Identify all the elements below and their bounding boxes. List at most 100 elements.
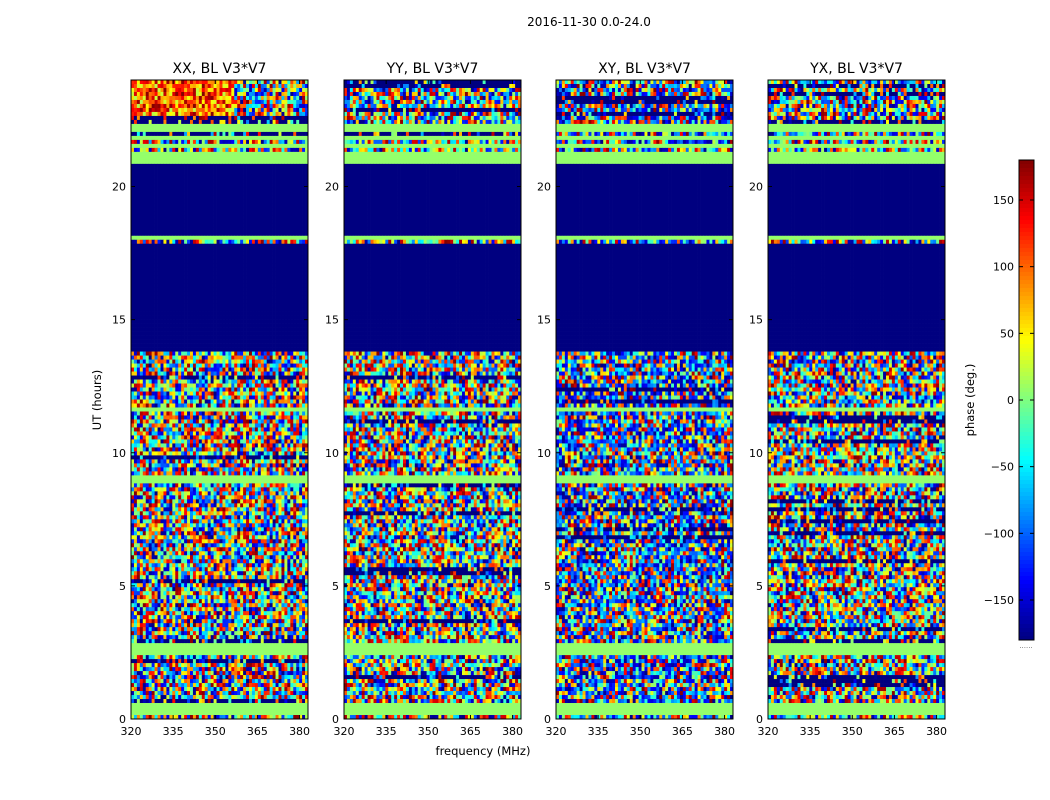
heatmap-cell (163, 92, 166, 96)
heatmap-cell (214, 84, 217, 88)
heatmap-cell (246, 80, 249, 84)
heatmap-cell (217, 100, 220, 104)
heatmap-cell (261, 84, 264, 88)
heatmap-cell (205, 132, 208, 136)
heatmap-cell (267, 112, 270, 116)
heatmap-cell (240, 108, 243, 112)
heatmap-cell (169, 104, 172, 108)
heatmap-cell (158, 104, 161, 108)
heatmap-cell (175, 112, 178, 116)
heatmap-cell (199, 112, 202, 116)
heatmap-cell (187, 144, 190, 148)
heatmap-cell (205, 88, 208, 92)
heatmap-cell (281, 132, 284, 136)
heatmap-cell (243, 136, 246, 140)
heatmap-cell (249, 136, 252, 140)
heatmap-cell (237, 128, 240, 132)
heatmap-cell (155, 84, 158, 88)
heatmap-cell (196, 104, 199, 108)
heatmap-cell (290, 124, 293, 128)
heatmap-cell (178, 120, 181, 124)
heatmap-cell (161, 108, 164, 112)
heatmap-cell (137, 124, 140, 128)
heatmap-cell (302, 116, 305, 120)
heatmap-cell (279, 108, 282, 112)
heatmap-cell (279, 124, 282, 128)
heatmap-cell (211, 88, 214, 92)
heatmap-cell (161, 92, 164, 96)
heatmap-cell (279, 148, 282, 152)
heatmap-cell (237, 92, 240, 96)
heatmap-cell (264, 88, 267, 92)
heatmap-cell (276, 124, 279, 128)
heatmap-cell (169, 80, 172, 84)
heatmap-cell (140, 100, 143, 104)
heatmap-cell (140, 80, 143, 84)
panel-1: XX, BL V3*V7320 335 350 365 38005101520 (112, 61, 310, 738)
heatmap-cell (279, 128, 282, 132)
heatmap-cell (237, 104, 240, 108)
heatmap-cell (261, 136, 264, 140)
heatmap-cell (261, 120, 264, 124)
heatmap-cell (220, 120, 223, 124)
heatmap-cell (302, 148, 305, 152)
heatmap-cell (163, 100, 166, 104)
heatmap-cell (134, 124, 137, 128)
heatmap-cell (181, 100, 184, 104)
heatmap-cell (184, 92, 187, 96)
heatmap-cell (169, 132, 172, 136)
heatmap-cell (163, 140, 166, 144)
heatmap-cell (152, 84, 155, 88)
heatmap-cell (146, 140, 149, 144)
heatmap-cell (243, 96, 246, 100)
heatmap-cell (243, 108, 246, 112)
heatmap-cell (208, 144, 211, 148)
heatmap-cell (166, 136, 169, 140)
heatmap-cell (231, 104, 234, 108)
heatmap-cell (181, 128, 184, 132)
heatmap-cell (290, 96, 293, 100)
heatmap-cell (290, 148, 293, 152)
heatmap-cell (281, 92, 284, 96)
heatmap-cell (276, 140, 279, 144)
heatmap-cell (175, 148, 178, 152)
heatmap-cell (158, 88, 161, 92)
heatmap-cell (211, 136, 214, 140)
heatmap-cell (172, 108, 175, 112)
heatmap-cell (270, 112, 273, 116)
heatmap-cell (169, 108, 172, 112)
heatmap-cell (175, 128, 178, 132)
heatmap-cell (258, 112, 261, 116)
heatmap-cell (231, 108, 234, 112)
heatmap-cell (287, 96, 290, 100)
heatmap-cell (258, 148, 261, 152)
heatmap-cell (231, 140, 234, 144)
heatmap-cell (214, 100, 217, 104)
heatmap-cell (196, 92, 199, 96)
heatmap-cell (175, 120, 178, 124)
heatmap-cell (276, 92, 279, 96)
heatmap-cell (184, 136, 187, 140)
heatmap-cell (243, 144, 246, 148)
heatmap-cell (296, 128, 299, 132)
heatmap-cell (161, 116, 164, 120)
heatmap-cell (190, 112, 193, 116)
heatmap-cell (249, 80, 252, 84)
heatmap-cell (217, 112, 220, 116)
heatmap-cell (181, 88, 184, 92)
heatmap-cell (225, 116, 228, 120)
heatmap-cell (249, 124, 252, 128)
heatmap-cell (217, 88, 220, 92)
heatmap-cell (302, 124, 305, 128)
heatmap-cell (279, 120, 282, 124)
heatmap-cell (276, 136, 279, 140)
heatmap-cell (281, 112, 284, 116)
heatmap-cell (246, 88, 249, 92)
heatmap-cell (296, 112, 299, 116)
heatmap-cell (270, 96, 273, 100)
heatmap-cell (302, 96, 305, 100)
heatmap-cell (202, 132, 205, 136)
heatmap-cell (146, 116, 149, 120)
heatmap-cell (231, 80, 234, 84)
heatmap-cell (199, 88, 202, 92)
